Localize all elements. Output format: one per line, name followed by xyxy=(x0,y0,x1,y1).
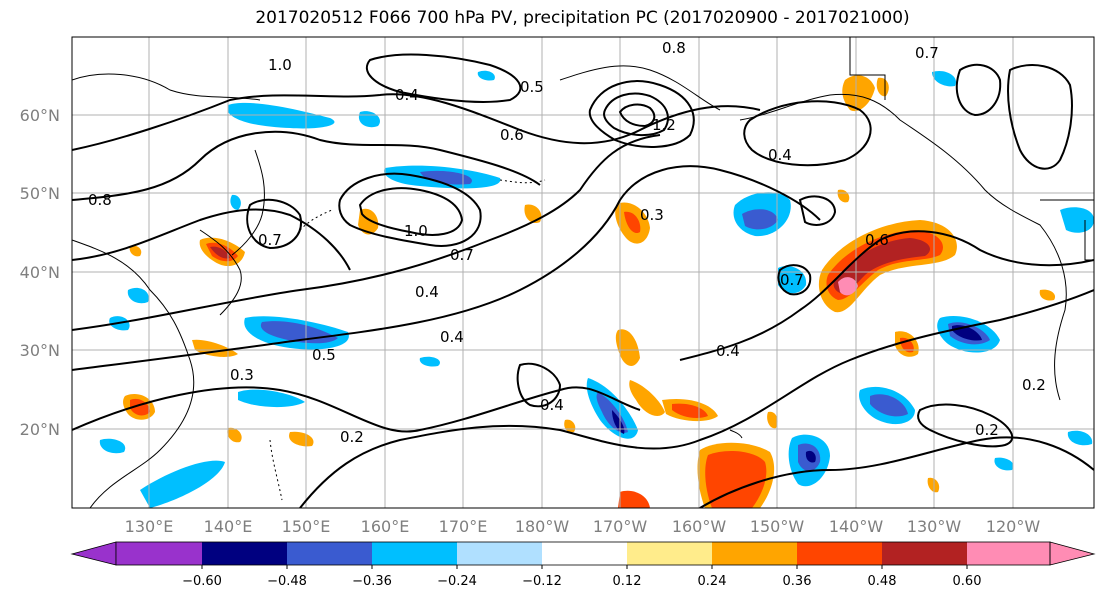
contour-label: 0.3 xyxy=(230,366,254,384)
lat-label: 30°N xyxy=(20,341,60,360)
contour-label: 0.8 xyxy=(88,191,112,209)
latitude-labels: 60°N 50°N 40°N 30°N 20°N xyxy=(20,106,60,439)
colorbar-extend-min xyxy=(70,541,117,566)
colorbar-segment xyxy=(287,542,372,565)
colorbar-tick-label: −0.12 xyxy=(522,574,562,589)
positive-precip-shading xyxy=(123,75,1056,508)
contour-label: 0.3 xyxy=(640,206,664,224)
contour-label: 0.6 xyxy=(865,231,889,249)
lon-label: 160°W xyxy=(672,517,727,536)
colorbar-segment xyxy=(882,542,967,565)
colorbar-tick-label: 0.12 xyxy=(613,574,642,589)
colorbar-tick-label: −0.60 xyxy=(182,574,222,589)
lon-label: 170°W xyxy=(593,517,648,536)
colorbar-tick-labels: −0.60 −0.48 −0.36 −0.24 −0.12 0.12 0.24 … xyxy=(182,574,981,589)
colorbar-tick-label: −0.24 xyxy=(437,574,477,589)
contour-label: 0.4 xyxy=(395,86,419,104)
lon-label: 180°W xyxy=(515,517,570,536)
contour-label: 0.4 xyxy=(768,146,792,164)
colorbar-extend-max xyxy=(1049,541,1096,566)
lon-label: 140°E xyxy=(204,517,253,536)
contour-label: 0.7 xyxy=(450,246,474,264)
lat-label: 40°N xyxy=(20,263,60,282)
contour-label: 0.2 xyxy=(340,428,364,446)
lon-label: 130°E xyxy=(125,517,174,536)
colorbar-tick-label: −0.36 xyxy=(352,574,392,589)
contour-label: 0.4 xyxy=(415,283,439,301)
contour-label: 0.7 xyxy=(258,231,282,249)
colorbar-segment xyxy=(116,542,202,565)
graticule xyxy=(72,37,1094,508)
colorbar-tick-label: 0.60 xyxy=(953,574,982,589)
contour-label: 0.7 xyxy=(780,271,804,289)
lon-label: 150°E xyxy=(282,517,331,536)
contour-label: 0.4 xyxy=(716,342,740,360)
contour-label: 1.0 xyxy=(404,222,428,240)
lon-label: 150°W xyxy=(750,517,805,536)
coastlines xyxy=(72,37,1094,508)
lat-label: 20°N xyxy=(20,420,60,439)
pv-contours xyxy=(72,53,1094,508)
contour-label: 0.4 xyxy=(540,396,564,414)
island-chains xyxy=(269,179,546,501)
contour-label: 1.0 xyxy=(268,56,292,74)
contour-label: 0.6 xyxy=(500,126,524,144)
colorbar-tick-label: 0.24 xyxy=(698,574,727,589)
colorbar-segment xyxy=(967,542,1050,565)
lon-label: 130°W xyxy=(907,517,962,536)
longitude-labels: 130°E 140°E 150°E 160°E 170°E 180°W 170°… xyxy=(125,517,1041,536)
colorbar-tick-label: −0.48 xyxy=(267,574,307,589)
lon-label: 160°E xyxy=(361,517,410,536)
lat-label: 60°N xyxy=(20,106,60,125)
colorbar-tick-label: 0.48 xyxy=(868,574,897,589)
lon-label: 120°W xyxy=(986,517,1041,536)
colorbar-segment xyxy=(202,542,287,565)
lon-label: 140°W xyxy=(829,517,884,536)
contour-label: 0.5 xyxy=(312,346,336,364)
colorbar-segment xyxy=(372,542,457,565)
colorbar-ticks xyxy=(201,565,968,569)
colorbar-segment xyxy=(457,542,542,565)
colorbar-segment xyxy=(712,542,797,565)
contour-label: 0.2 xyxy=(1022,376,1046,394)
contour-label: 0.8 xyxy=(662,39,686,57)
colorbar-segment xyxy=(542,542,627,565)
contour-label: 0.4 xyxy=(440,328,464,346)
lon-label: 170°E xyxy=(439,517,488,536)
colorbar: −0.60 −0.48 −0.36 −0.24 −0.12 0.12 0.24 … xyxy=(70,541,1096,589)
contour-label: 0.2 xyxy=(975,421,999,439)
map-frame xyxy=(71,36,1095,509)
colorbar-segment xyxy=(797,542,882,565)
colorbar-segment xyxy=(627,542,712,565)
colorbar-tick-label: 0.36 xyxy=(783,574,812,589)
contour-label: 0.7 xyxy=(915,44,939,62)
contour-label: 1.2 xyxy=(652,116,676,134)
contour-labels: 0.8 1.0 0.6 0.5 0.4 0.7 0.3 0.2 1.2 0.8 … xyxy=(88,39,1046,446)
lat-label: 50°N xyxy=(20,184,60,203)
contour-label: 0.5 xyxy=(520,78,544,96)
colorbar-frame xyxy=(115,541,1051,566)
figure-title: 2017020512 F066 700 hPa PV, precipitatio… xyxy=(255,8,910,28)
